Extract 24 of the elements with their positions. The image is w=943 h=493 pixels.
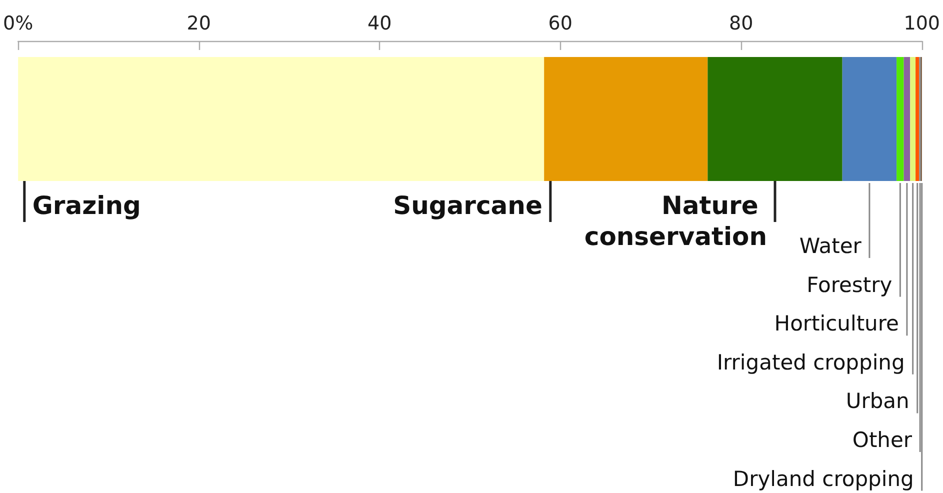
x-tick-label: 0%	[2, 12, 34, 34]
bar	[916, 57, 920, 181]
bar	[544, 57, 708, 181]
bar	[904, 57, 910, 181]
x-tick-label: 40	[367, 12, 392, 34]
text: Irrigated cropping	[716, 350, 905, 374]
series-label: Nature conservation	[584, 191, 767, 251]
x-tick-label: 80	[729, 12, 754, 34]
bar	[842, 57, 897, 181]
text: Dryland cropping	[732, 466, 914, 491]
series-label: Sugarcane	[393, 191, 542, 220]
text: Other	[852, 428, 912, 452]
text: Horticulture	[774, 312, 899, 336]
bar	[18, 57, 544, 181]
x-tick-label: 60	[548, 12, 572, 34]
bar	[708, 57, 842, 181]
text: Forestry	[806, 272, 892, 297]
x-tick-label: 100	[904, 12, 940, 34]
bar	[896, 57, 904, 181]
bar	[910, 57, 916, 181]
text: Water	[799, 234, 862, 258]
x-tick-label: 20	[186, 12, 211, 34]
series-label: Grazing	[32, 191, 141, 220]
text: Urban	[846, 389, 910, 414]
